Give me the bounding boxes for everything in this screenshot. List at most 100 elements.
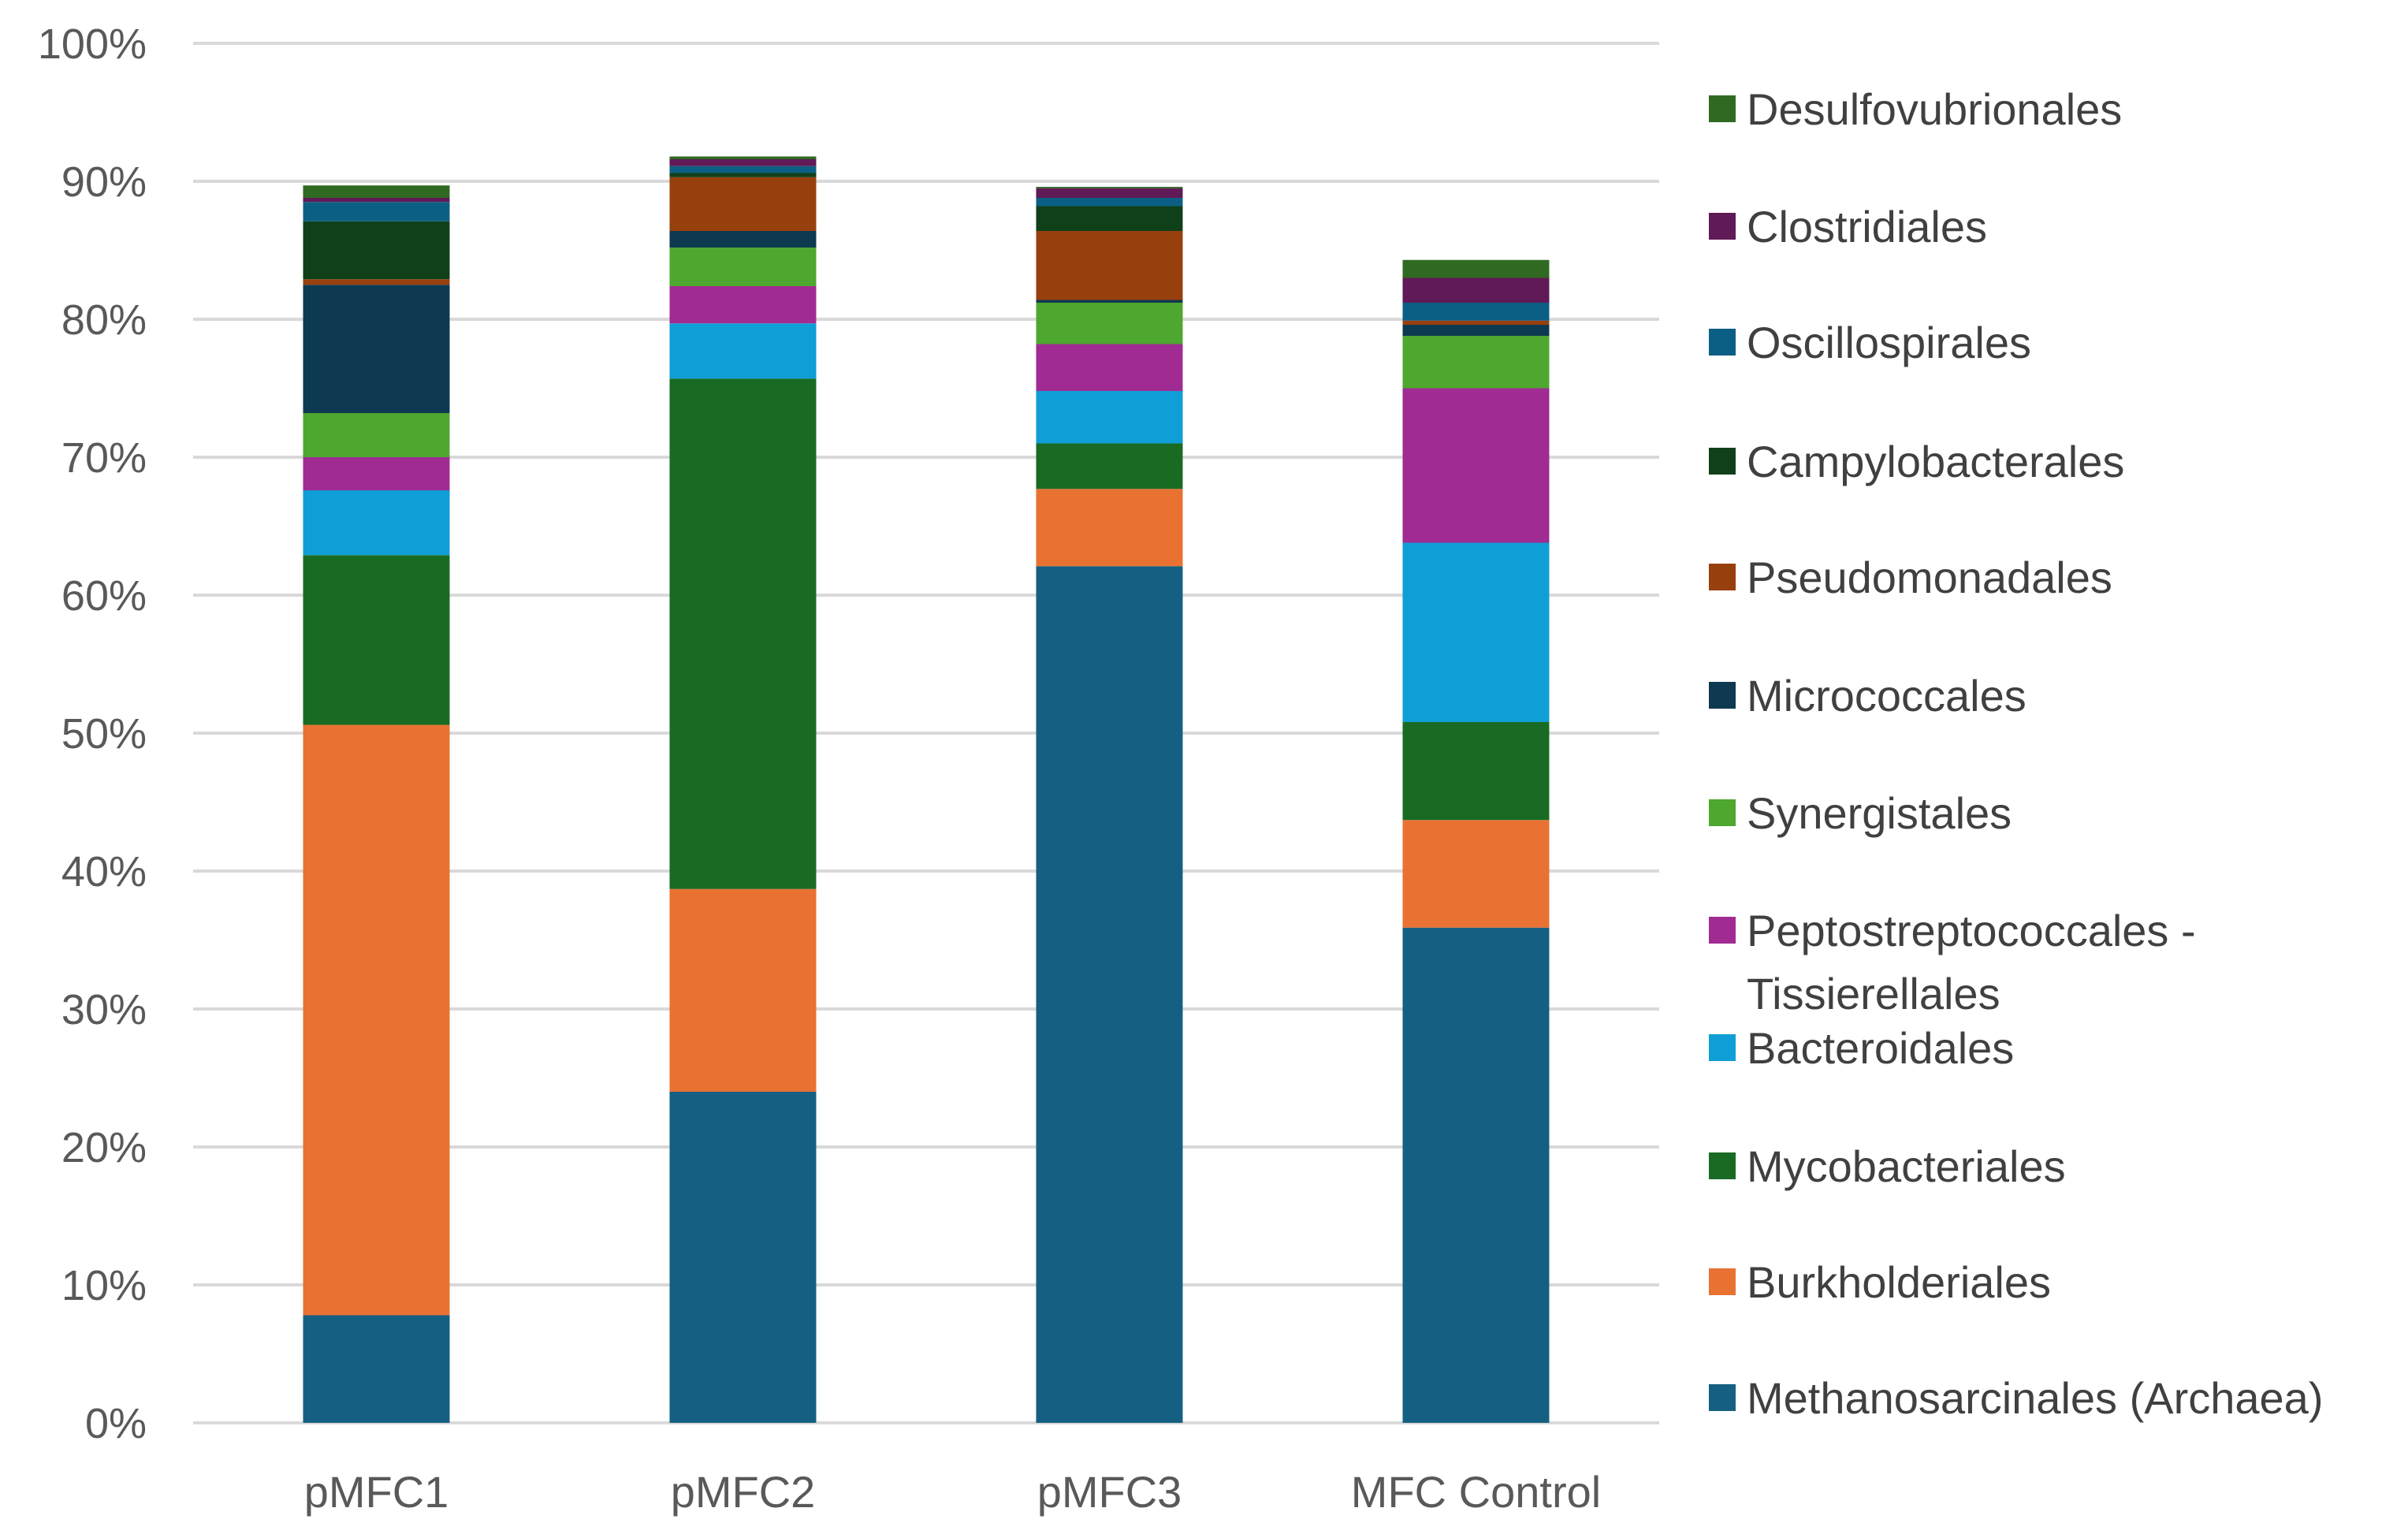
legend-item: Campylobacterales [1709, 437, 2124, 486]
legend-swatch [1709, 564, 1736, 590]
legend-label: Oscillospirales [1747, 318, 2031, 367]
legend-item: Synergistales [1709, 788, 2012, 838]
bar-segment [1402, 320, 1550, 325]
y-tick-label: 90% [61, 158, 147, 206]
legend-swatch [1709, 448, 1736, 475]
bar-segment [303, 221, 450, 280]
bar-segment [303, 285, 450, 413]
bar-stack-pmfc1 [303, 185, 450, 1423]
bar-segment [669, 159, 817, 166]
legend-item: Clostridiales [1709, 202, 1987, 251]
bar-segment [1402, 542, 1550, 722]
legend-label: Bacteroidales [1747, 1023, 2014, 1073]
bar-segment [669, 248, 817, 286]
legend-swatch [1709, 329, 1736, 356]
y-tick-label: 10% [61, 1262, 147, 1309]
bar-segment [1402, 820, 1550, 928]
bars [303, 156, 1550, 1423]
bar-segment [1402, 325, 1550, 336]
legend-swatch [1709, 1384, 1736, 1411]
legend-label: Desulfovubrionales [1747, 84, 2122, 134]
bar-segment [1402, 277, 1550, 303]
legend-label: Campylobacterales [1747, 437, 2124, 486]
legend-label: Synergistales [1747, 788, 2012, 838]
bar-segment [1036, 206, 1183, 231]
y-tick-label: 30% [61, 986, 147, 1033]
legend-label: Clostridiales [1747, 202, 1987, 251]
bar-segment [1036, 300, 1183, 303]
x-axis-category-labels: pMFC1 pMFC2 pMFC3 MFC Control [304, 1467, 1601, 1517]
legend-item: Burkholderiales [1709, 1257, 2051, 1307]
bar-segment [669, 231, 817, 248]
bar-segment [1036, 187, 1183, 188]
legend-item: Mycobacteriales [1709, 1141, 2066, 1191]
bar-segment [669, 177, 817, 231]
bar-segment [669, 323, 817, 379]
legend-swatch [1709, 682, 1736, 709]
bar-segment [303, 724, 450, 1316]
bar-segment [1036, 443, 1183, 490]
bar-segment [669, 888, 817, 1092]
bar-segment [1036, 391, 1183, 444]
bar-segment [303, 185, 450, 198]
y-tick-label: 40% [61, 848, 147, 895]
legend-swatch [1709, 1268, 1736, 1295]
x-tick-label: pMFC3 [1037, 1467, 1182, 1517]
bar-segment [303, 198, 450, 203]
bar-segment [1402, 259, 1550, 278]
bar-segment [1402, 336, 1550, 389]
legend-item: Desulfovubrionales [1709, 84, 2122, 134]
legend: Desulfovubrionales Clostridiales Oscillosp… [1709, 84, 2323, 1423]
bar-segment [303, 202, 450, 222]
y-tick-label: 0% [85, 1400, 147, 1447]
legend-item: Peptostreptococcales -Tissierellales [1709, 906, 2196, 1018]
legend-item: Oscillospirales [1709, 318, 2031, 367]
x-tick-label: MFC Control [1351, 1467, 1601, 1517]
y-tick-label: 70% [61, 434, 147, 482]
y-tick-label: 80% [61, 296, 147, 344]
bar-segment [669, 286, 817, 324]
legend-label: Mycobacteriales [1747, 1141, 2066, 1191]
bar-segment [303, 457, 450, 490]
bar-segment [1036, 344, 1183, 391]
bar-segment [303, 279, 450, 285]
bar-segment [1036, 566, 1183, 1423]
legend-label: Burkholderiales [1747, 1257, 2051, 1307]
legend-label: Peptostreptococcales -Tissierellales [1747, 906, 2196, 1018]
bar-segment [1402, 303, 1550, 321]
legend-swatch [1709, 95, 1736, 122]
bar-stack-pmfc3 [1036, 187, 1183, 1423]
bar-segment [1036, 489, 1183, 567]
bar-segment [303, 555, 450, 725]
bar-segment [1036, 188, 1183, 198]
bar-segment [669, 166, 817, 173]
x-tick-label: pMFC1 [304, 1467, 449, 1517]
legend-label: Micrococcales [1747, 671, 2027, 720]
legend-item: Methanosarcinales (Archaea) [1709, 1373, 2323, 1423]
bar-segment [1402, 388, 1550, 543]
legend-item: Micrococcales [1709, 671, 2027, 720]
legend-label: Pseudomonadales [1747, 553, 2112, 602]
legend-swatch [1709, 213, 1736, 240]
bar-segment [303, 1315, 450, 1423]
bar-segment [669, 173, 817, 177]
x-tick-label: pMFC2 [671, 1467, 816, 1517]
legend-label: Methanosarcinales (Archaea) [1747, 1373, 2323, 1423]
y-tick-label: 50% [61, 710, 147, 758]
legend-item: Pseudomonadales [1709, 553, 2112, 602]
y-tick-label: 20% [61, 1124, 147, 1171]
bar-segment [303, 413, 450, 457]
legend-swatch [1709, 1034, 1736, 1061]
bar-segment [669, 378, 817, 889]
y-axis-tick-labels: 0% 10% 20% 30% 40% 50% 60% 70% 80% 90% 100% [38, 20, 147, 1447]
legend-item: Bacteroidales [1709, 1023, 2014, 1073]
bar-segment [303, 490, 450, 556]
bar-segment [1036, 303, 1183, 344]
bar-segment [1036, 198, 1183, 207]
bar-segment [669, 156, 817, 159]
bar-segment [1036, 231, 1183, 300]
bar-segment [1402, 927, 1550, 1423]
legend-swatch [1709, 1152, 1736, 1179]
y-tick-label: 100% [38, 20, 147, 68]
